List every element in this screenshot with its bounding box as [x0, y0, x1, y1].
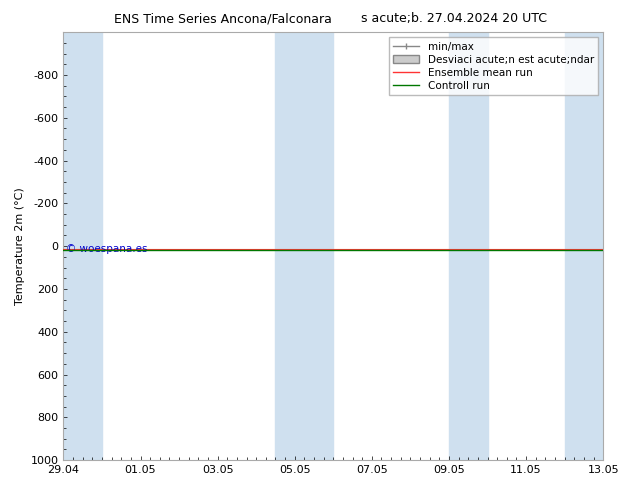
- Bar: [565, 32, 603, 460]
- Legend: min/max, Desviaci acute;n est acute;ndar, Ensemble mean run, Controll run: min/max, Desviaci acute;n est acute;ndar…: [389, 37, 598, 95]
- Bar: [449, 32, 488, 460]
- Text: s acute;b. 27.04.2024 20 UTC: s acute;b. 27.04.2024 20 UTC: [361, 12, 547, 25]
- Bar: [275, 32, 333, 460]
- Text: © woespana.es: © woespana.es: [66, 244, 148, 254]
- Y-axis label: Temperature 2m (°C): Temperature 2m (°C): [15, 187, 25, 305]
- Bar: [63, 32, 102, 460]
- Text: ENS Time Series Ancona/Falconara: ENS Time Series Ancona/Falconara: [114, 12, 332, 25]
